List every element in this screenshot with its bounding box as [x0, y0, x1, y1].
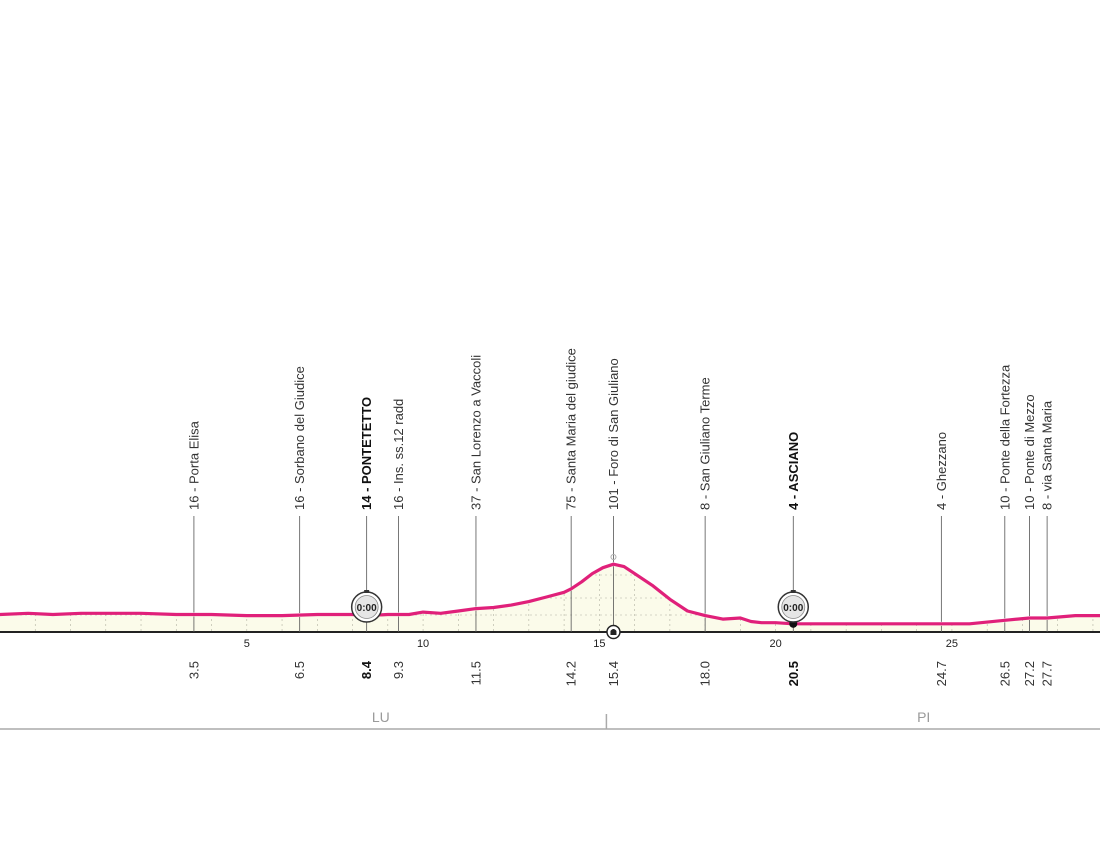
x-tick-label: 10 [417, 638, 429, 650]
place-km: 18.0 [698, 661, 713, 686]
profile-line-layer [0, 562, 1100, 626]
province-label: PI [917, 709, 930, 725]
stopwatch-face [354, 595, 379, 619]
place-km: 27.2 [1022, 661, 1037, 686]
place-name: 8 - San Giuliano Terme [698, 377, 713, 510]
province-label: LU [372, 709, 390, 725]
place-km: 9.3 [391, 661, 406, 679]
place-km: 11.5 [468, 661, 483, 685]
summit-dot [610, 554, 617, 560]
distance-axis: 5 10 15 20 25 [0, 631, 1100, 650]
tunnel-glyph [610, 629, 617, 635]
place-name: 8 - via Santa Maria [1040, 400, 1055, 510]
timecheck-label: 0:00 [783, 603, 803, 614]
place-labels-layer: 16 - Porta Elisa 3.5 16 - Sorbano del Giud… [186, 348, 1054, 686]
x-tick-label: 20 [770, 638, 782, 650]
place-km: 8.4 [359, 660, 374, 679]
place-name: 37 - San Lorenzo a Vaccoli [468, 355, 483, 510]
profile-line [0, 562, 1100, 626]
place-km: 14.2 [564, 661, 579, 686]
x-tick-label: 25 [946, 638, 958, 650]
place-km: 27.7 [1040, 661, 1055, 686]
place-km: 24.7 [934, 661, 949, 686]
markers-layer: 0:00 0:00 [350, 554, 810, 640]
timecheck-label: 0:00 [357, 603, 377, 614]
place-km: 3.5 [186, 661, 201, 679]
x-tick-label: 15 [593, 638, 605, 650]
place-km: 6.5 [292, 661, 307, 679]
place-name: 10 - Ponte della Fortezza [997, 364, 1012, 510]
place-name: 16 - Porta Elisa [186, 420, 201, 510]
place-name: 101 - Foro di San Giuliano [606, 358, 621, 510]
place-km: 15.4 [606, 661, 621, 686]
place-name: 16 - Sorbano del Giudice [292, 366, 307, 510]
stopwatch-crown [790, 590, 796, 593]
province-bar: LU PI [0, 709, 1100, 730]
place-name: 10 - Ponte di Mezzo [1022, 394, 1037, 510]
stopwatch-crown [364, 590, 370, 593]
place-name: 4 - Ghezzano [934, 432, 949, 510]
place-name: 16 - Ins. ss.12 radd [391, 399, 406, 510]
place-name: 4 - ASCIANO [786, 432, 801, 510]
place-km: 26.5 [997, 661, 1012, 686]
stopwatch-face [781, 595, 806, 619]
place-name: 75 - Santa Maria del giudice [564, 348, 579, 510]
x-tick-label: 5 [244, 638, 250, 650]
place-km: 20.5 [786, 661, 801, 686]
place-name: 14 - PONTETETTO [359, 397, 374, 510]
